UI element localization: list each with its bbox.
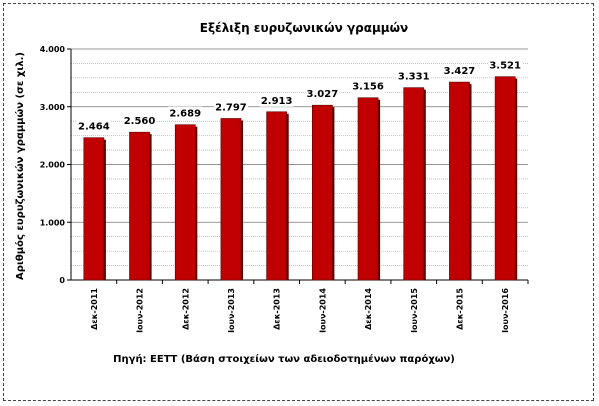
y-axis-label: Αριθμός ευρυζωνικών γραμμών (σε χιλ.)	[14, 52, 26, 280]
data-label: 3.521	[489, 61, 521, 72]
x-tick-label: Δεκ-2015	[455, 288, 464, 330]
data-label-background	[168, 106, 203, 120]
bar	[403, 87, 425, 281]
data-label: 2.797	[215, 102, 247, 113]
chart-frame: Εξέλιξη ευρυζωνικών γραμμών Αριθμός ευρυ…	[3, 3, 594, 401]
data-label-background	[396, 69, 431, 83]
data-label-background	[259, 93, 294, 107]
data-label-background	[76, 119, 111, 133]
data-label-background	[305, 87, 340, 101]
y-tick-label: 3.000	[40, 103, 66, 112]
bar	[357, 97, 379, 281]
x-tick-label: Ιουν-2012	[136, 288, 145, 333]
bar-chart: Εξέλιξη ευρυζωνικών γραμμών Αριθμός ευρυ…	[14, 21, 529, 365]
plot-area: 0 1.000 2.000 3.000 4.000 2.464 Δεκ-2011 2.560 Ι…	[40, 45, 529, 333]
bar	[220, 118, 242, 281]
data-label-background	[488, 58, 523, 72]
x-tick-label: Ιουν-2013	[227, 288, 236, 333]
bar	[129, 131, 150, 281]
data-label-background	[351, 79, 386, 93]
data-label: 3.427	[444, 66, 476, 77]
data-label-background	[442, 64, 477, 78]
x-tick-label: Δεκ-2014	[364, 288, 373, 330]
bar	[83, 137, 105, 281]
y-tick-label: 0	[59, 276, 65, 285]
bar	[266, 111, 288, 281]
data-label: 2.913	[261, 96, 293, 107]
x-tick-label: Δεκ-2013	[273, 288, 282, 330]
data-label: 2.560	[124, 116, 156, 127]
x-tick-label: Ιουν-2016	[501, 288, 510, 333]
data-label-background	[213, 100, 248, 114]
x-tick-label: Δεκ-2011	[90, 288, 99, 330]
bar	[311, 104, 333, 281]
y-tick-label: 4.000	[40, 45, 66, 54]
source-note: Πηγή: ΕΕΤΤ (Βάση στοιχείων των αδειοδοτη…	[113, 353, 455, 365]
chart-title: Εξέλιξη ευρυζωνικών γραμμών	[200, 21, 408, 35]
data-label: 3.331	[398, 72, 430, 83]
bar	[174, 124, 196, 281]
data-label-background	[122, 114, 157, 128]
data-label: 3.027	[307, 89, 339, 100]
bar	[494, 76, 516, 281]
data-label: 2.689	[169, 109, 201, 120]
y-tick-label: 1.000	[40, 218, 66, 227]
x-tick-label: Ιουν-2015	[410, 288, 419, 333]
x-tick-label: Ιουν-2014	[318, 288, 327, 333]
bar	[449, 81, 470, 281]
data-label: 2.464	[78, 122, 110, 133]
data-label: 3.156	[352, 82, 384, 93]
x-tick-label: Δεκ-2012	[181, 288, 190, 330]
y-tick-label: 2.000	[40, 161, 66, 170]
